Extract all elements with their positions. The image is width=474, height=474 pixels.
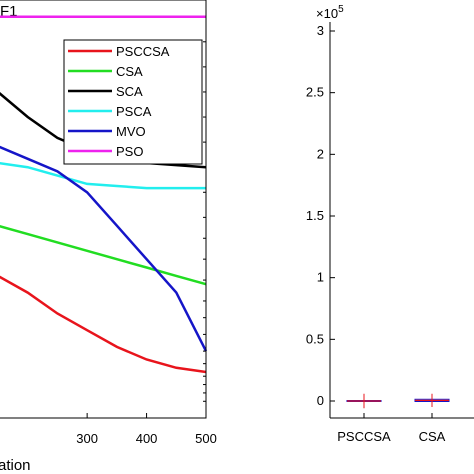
x-tick-label: 500 [195, 431, 217, 446]
box-elements [346, 393, 450, 409]
x-axis-label-fragment: ation [0, 457, 31, 474]
y-tick-label: 1.5 [306, 208, 324, 223]
legend: PSCCSA CSA SCA PSCA MVO PSO [63, 39, 203, 165]
convergence-plot: F1 300 400 500 ation PSCCSACSASCAPSCAMVOPS… [0, 0, 217, 474]
series-line-psca [0, 162, 206, 190]
right-x-tick-labels: PSCCSA CSA [337, 413, 446, 444]
left-axes-box [0, 0, 207, 419]
legend-label-csa: CSA [116, 64, 143, 79]
legend-label-psccsa: PSCCSA [116, 44, 170, 59]
legend-label-psca: PSCA [116, 104, 152, 119]
y-tick-label: 3 [317, 23, 324, 38]
legend-label-pso: PSO [116, 144, 143, 159]
category-label-psccsa: PSCCSA [337, 429, 391, 444]
y-tick-label: 2 [317, 146, 324, 161]
y-tick-label: 0 [317, 393, 324, 408]
x-tick-label: 300 [76, 431, 98, 446]
legend-label-mvo: MVO [116, 124, 146, 139]
series-line-mvo [0, 145, 208, 352]
x-tick-label: 400 [136, 431, 158, 446]
legend-label-sca: SCA [116, 84, 143, 99]
left-x-ticks: 300 400 500 [76, 413, 217, 446]
y-tick-label: 2.5 [306, 85, 324, 100]
category-label-csa: CSA [419, 429, 446, 444]
legend-box [63, 39, 203, 165]
series-line-psccsa [0, 275, 207, 374]
right-y-ticks: 0 0.5 1 1.5 2 2.5 3 [306, 23, 335, 408]
y-tick-label: 1 [317, 270, 324, 285]
y-tick-label: 0.5 [306, 331, 324, 346]
exponent-label: ×105 [316, 4, 344, 21]
legend-items: PSCCSA CSA SCA PSCA MVO PSO [68, 44, 170, 159]
left-y-minor-ticks [203, 41, 206, 402]
series-line-csa [0, 224, 207, 286]
boxplot: ×105 0 0.5 1 1.5 2 2.5 3 PSCCSA CSA [306, 4, 474, 444]
